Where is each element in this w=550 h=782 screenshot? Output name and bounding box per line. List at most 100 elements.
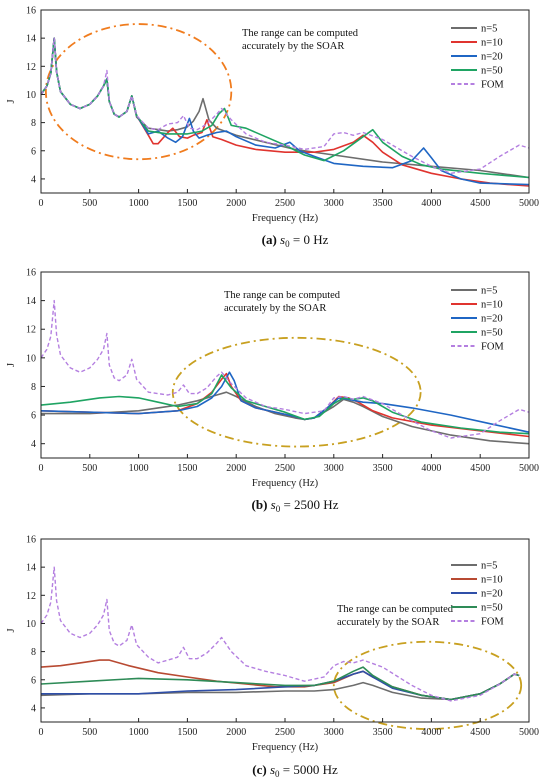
annotation-text: accurately by the SOAR bbox=[337, 617, 439, 628]
legend-label: n=20 bbox=[481, 314, 503, 325]
y-axis-label: J bbox=[6, 628, 17, 632]
x-tick-label: 5000 bbox=[519, 198, 539, 209]
legend-label: n=10 bbox=[481, 300, 503, 311]
series-line-n50 bbox=[40, 666, 520, 701]
x-tick-label: 500 bbox=[82, 198, 97, 209]
series-line-n50 bbox=[40, 374, 530, 435]
annotation-text: accurately by the SOAR bbox=[224, 303, 326, 314]
series-line-n5 bbox=[40, 37, 530, 179]
x-tick-label: 2000 bbox=[226, 198, 246, 209]
y-tick-label: 12 bbox=[26, 62, 36, 73]
y-tick-label: 16 bbox=[26, 268, 36, 279]
series-line-n50 bbox=[40, 37, 530, 179]
series-line-n20 bbox=[40, 37, 530, 186]
x-tick-label: 500 bbox=[82, 727, 97, 738]
highlight-ellipse bbox=[44, 23, 233, 161]
y-tick-label: 16 bbox=[26, 6, 36, 17]
legend-label: n=20 bbox=[481, 589, 503, 600]
highlight-ellipse bbox=[332, 640, 523, 730]
chart-panel-3: 0 500 1000 1500 2000 2500 3000 3500 4000 4500 5000… bbox=[6, 535, 539, 780]
y-tick-label: 12 bbox=[26, 325, 36, 336]
x-tick-label: 2000 bbox=[226, 463, 246, 474]
y-axis-label: J bbox=[6, 363, 17, 367]
annotation-text: accurately by the SOAR bbox=[242, 41, 344, 52]
caption-variable: s bbox=[271, 497, 276, 512]
y-tick-label: 14 bbox=[26, 296, 36, 307]
x-tick-label: 0 bbox=[39, 727, 44, 738]
x-tick-label: 3500 bbox=[373, 463, 393, 474]
legend-label: FOM bbox=[481, 342, 504, 353]
caption-value: = 2500 Hz bbox=[280, 497, 338, 512]
legend-label: n=10 bbox=[481, 575, 503, 586]
legend-label: n=5 bbox=[481, 561, 497, 572]
caption-value: = 5000 Hz bbox=[280, 762, 338, 777]
x-tick-label: 4500 bbox=[470, 198, 490, 209]
x-tick-label: 3000 bbox=[324, 198, 344, 209]
x-tick-label: 4000 bbox=[421, 198, 441, 209]
y-tick-label: 6 bbox=[31, 146, 36, 157]
x-tick-label: 0 bbox=[39, 463, 44, 474]
chart-panel-2: 0 500 1000 1500 2000 2500 3000 3500 4000 4500 5000… bbox=[6, 268, 539, 515]
x-tick-label: 2000 bbox=[226, 727, 246, 738]
series-line-fom bbox=[40, 566, 520, 702]
legend-label: n=50 bbox=[481, 66, 503, 77]
y-tick-label: 8 bbox=[31, 382, 36, 393]
series-line-n20 bbox=[40, 371, 530, 433]
legend-label: n=10 bbox=[481, 38, 503, 49]
series-line-fom bbox=[40, 37, 530, 174]
x-tick-label: 4000 bbox=[421, 727, 441, 738]
x-axis-label: Frequency (Hz) bbox=[252, 478, 319, 489]
legend-label: n=5 bbox=[481, 24, 497, 35]
series-line-fom bbox=[40, 299, 530, 439]
x-tick-label: 2500 bbox=[275, 727, 295, 738]
y-tick-label: 4 bbox=[31, 703, 36, 714]
panel-caption: (b) s0 = 2500 Hz bbox=[252, 497, 339, 514]
y-tick-label: 6 bbox=[31, 411, 36, 422]
annotation-text: The range can be computed bbox=[242, 28, 359, 39]
panel-caption: (a) s0 = 0 Hz bbox=[262, 232, 329, 249]
x-tick-label: 1000 bbox=[129, 463, 149, 474]
x-tick-label: 3500 bbox=[373, 198, 393, 209]
highlight-ellipse bbox=[171, 336, 422, 448]
caption-label: (b) bbox=[252, 497, 271, 512]
y-tick-label: 10 bbox=[26, 90, 36, 101]
y-tick-label: 16 bbox=[26, 535, 36, 546]
x-tick-label: 3000 bbox=[324, 727, 344, 738]
caption-value: = 0 Hz bbox=[290, 232, 329, 247]
y-tick-label: 10 bbox=[26, 619, 36, 630]
x-tick-label: 1000 bbox=[129, 198, 149, 209]
x-axis-label: Frequency (Hz) bbox=[252, 742, 319, 753]
x-tick-label: 4000 bbox=[421, 463, 441, 474]
caption-label: (c) bbox=[252, 762, 270, 777]
x-tick-label: 3500 bbox=[373, 727, 393, 738]
legend-label: n=20 bbox=[481, 52, 503, 63]
x-tick-label: 500 bbox=[82, 463, 97, 474]
x-tick-label: 4500 bbox=[470, 463, 490, 474]
caption-subscript: 0 bbox=[285, 239, 290, 249]
panel-caption: (c) s0 = 5000 Hz bbox=[252, 762, 338, 779]
legend-label: n=50 bbox=[481, 603, 503, 614]
annotation-text: The range can be computed bbox=[224, 290, 341, 301]
series-line-n5 bbox=[41, 391, 530, 445]
x-tick-label: 1500 bbox=[177, 463, 197, 474]
annotation-text: The range can be computed bbox=[337, 604, 454, 615]
y-tick-label: 12 bbox=[26, 591, 36, 602]
caption-variable: s bbox=[280, 232, 285, 247]
x-tick-label: 2500 bbox=[275, 463, 295, 474]
caption-variable: s bbox=[270, 762, 275, 777]
y-axis-label: J bbox=[6, 99, 17, 103]
y-tick-label: 14 bbox=[26, 563, 36, 574]
x-tick-label: 1500 bbox=[177, 727, 197, 738]
y-tick-label: 8 bbox=[31, 647, 36, 658]
y-tick-label: 14 bbox=[26, 34, 36, 45]
legend-label: n=50 bbox=[481, 328, 503, 339]
x-tick-label: 1000 bbox=[129, 727, 149, 738]
legend-label: n=5 bbox=[481, 286, 497, 297]
chart-panel-1: 0 500 1000 1500 2000 2500 3000 3500 4000 4500 5000… bbox=[6, 6, 539, 250]
x-tick-label: 4500 bbox=[470, 727, 490, 738]
y-tick-label: 10 bbox=[26, 353, 36, 364]
caption-label: (a) bbox=[262, 232, 280, 247]
legend-label: FOM bbox=[481, 80, 504, 91]
x-tick-label: 3000 bbox=[324, 463, 344, 474]
